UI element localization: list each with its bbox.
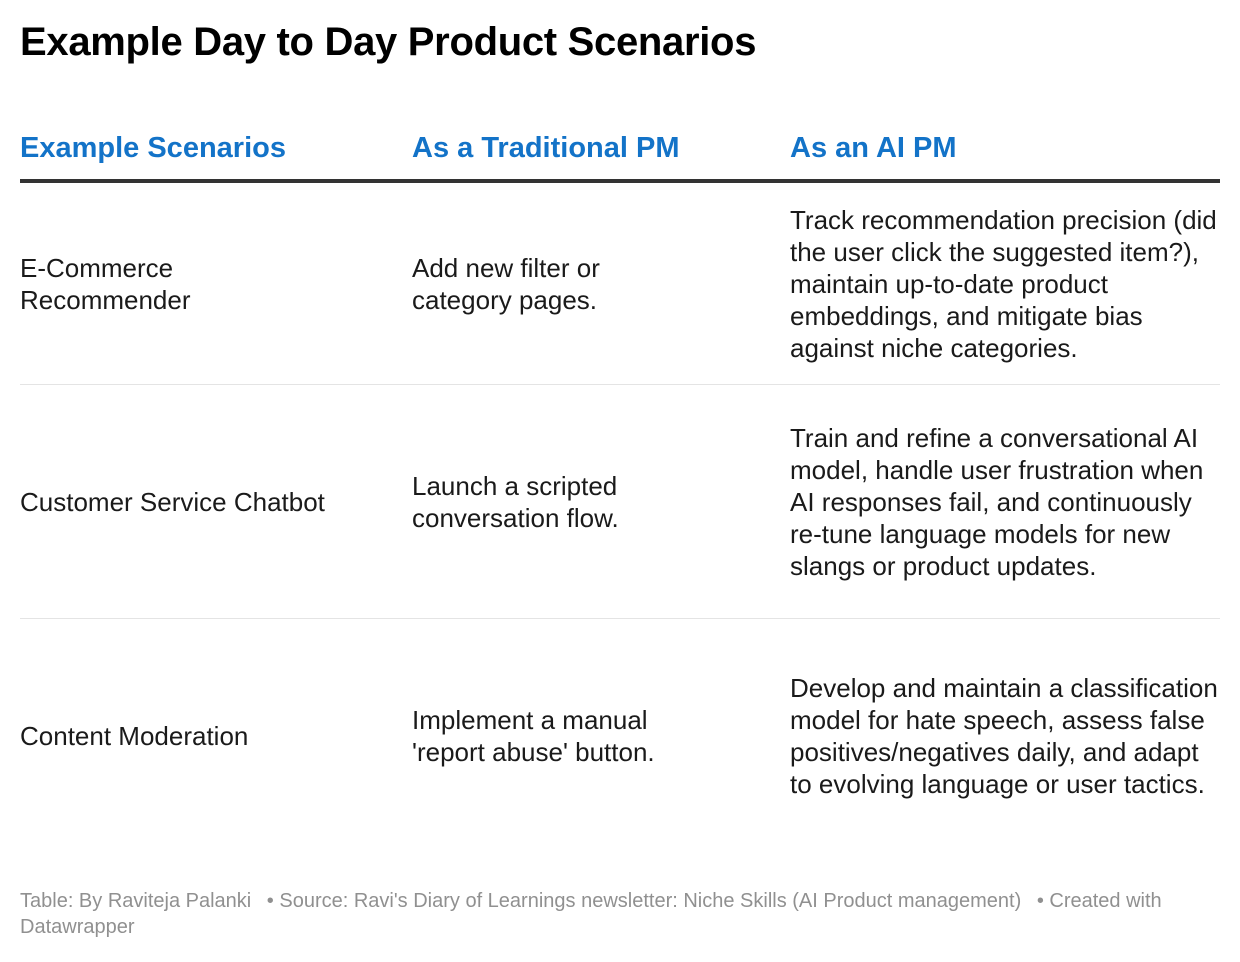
column-header-traditional-pm: As a Traditional PM [412,132,680,164]
column-header-ai-pm: As an AI PM [790,132,957,164]
ai-pm-cell: Train and refine a conversational AI mod… [790,422,1204,581]
traditional-pm-cell: Launch a scripted conversation flow. [412,470,619,533]
table-row: Content Moderation Implement a manual 'r… [20,619,1220,852]
byline: Table: By Raviteja Palanki [20,890,252,912]
table-footer-notes: Table: By Raviteja Palanki • Source: Rav… [20,888,1220,940]
scenario-cell: Content Moderation [20,720,249,751]
scenario-cell: E-Commerce Recommender [20,252,191,315]
ai-pm-cell: Develop and maintain a classification mo… [790,672,1218,799]
scenario-cell: Customer Service Chatbot [20,486,325,517]
table-header-row: Example Scenarios As a Traditional PM As… [20,118,1220,183]
traditional-pm-cell: Add new filter or category pages. [412,252,600,315]
ai-pm-cell: Track recommendation precision (did the … [790,204,1217,363]
page-title: Example Day to Day Product Scenarios [20,20,757,64]
table-row: E-Commerce Recommender Add new filter or… [20,183,1220,385]
table-row: Customer Service Chatbot Launch a script… [20,385,1220,619]
datawrapper-credit: • Created with Datawrapper [20,890,1162,938]
comparison-table: Example Scenarios As a Traditional PM As… [20,118,1220,852]
column-header-scenarios: Example Scenarios [20,132,286,164]
traditional-pm-cell: Implement a manual 'report abuse' button… [412,704,655,767]
source-note: • Source: Ravi's Diary of Learnings news… [266,890,1022,912]
